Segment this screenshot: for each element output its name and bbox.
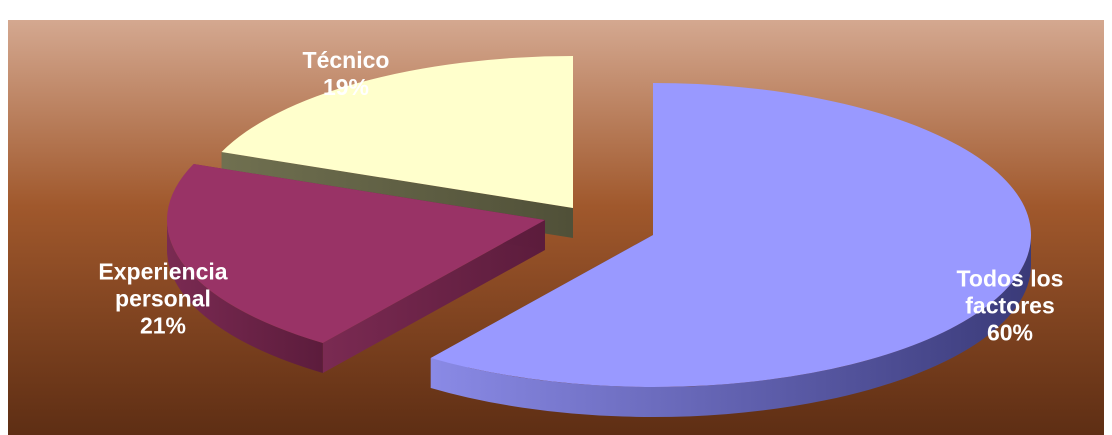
pie-chart-svg bbox=[8, 20, 1104, 435]
pie-slice-rim bbox=[430, 235, 1032, 417]
pie-slice-top bbox=[221, 55, 573, 209]
pie-slice-rim bbox=[167, 220, 323, 373]
data-label-slice-1: Todos los factores 60% bbox=[957, 266, 1064, 347]
pie-chart: Todos los factores 60% Experiencia personal 2… bbox=[8, 20, 1104, 435]
data-label-slice-2: Experiencia personal 21% bbox=[98, 259, 227, 340]
pie-slice-cut-face bbox=[322, 220, 545, 373]
slice-label-line: Técnico bbox=[302, 47, 390, 73]
slice-label-line: factores bbox=[965, 292, 1055, 319]
pie-slice-1 bbox=[430, 83, 1032, 417]
pie-layer bbox=[167, 55, 1032, 417]
slice-label-line: Experiencia bbox=[98, 258, 228, 285]
slice-label-line: Todos los bbox=[956, 265, 1064, 292]
pie-slice-top bbox=[167, 164, 545, 343]
slice-percent-label: 21% bbox=[139, 312, 187, 339]
data-label-slice-3: Técnico 19% bbox=[303, 47, 390, 101]
pie-slice-2 bbox=[167, 164, 545, 373]
slice-label-line: personal bbox=[115, 285, 211, 312]
slice-percent-label: 19% bbox=[322, 74, 370, 100]
pie-slice-top bbox=[430, 83, 1032, 387]
slice-percent-label: 60% bbox=[986, 319, 1034, 346]
